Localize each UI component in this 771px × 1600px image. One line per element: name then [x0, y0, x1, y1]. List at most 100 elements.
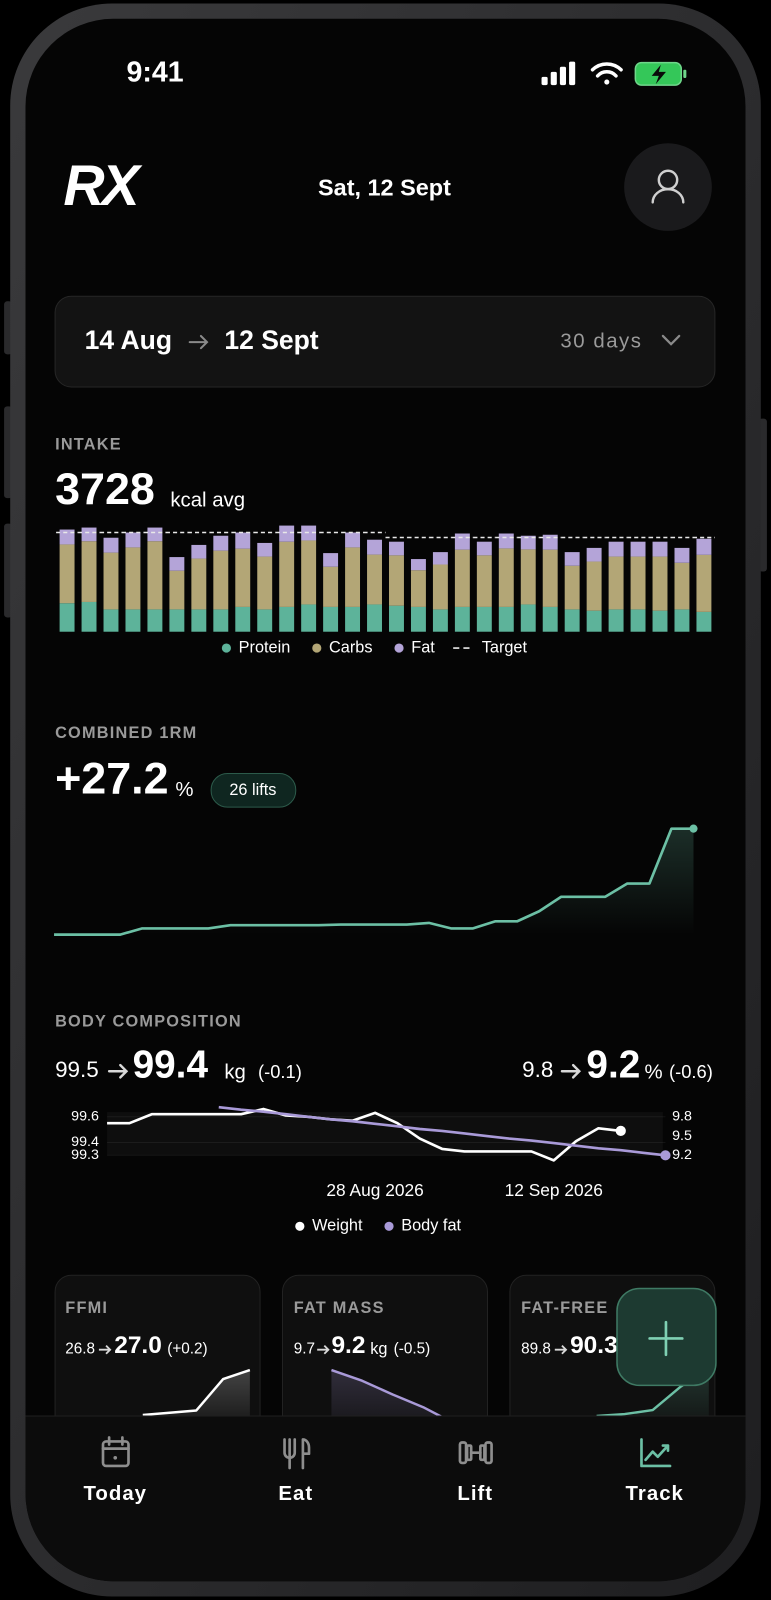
- bar-segment: [323, 566, 339, 607]
- bar-segment: [59, 544, 75, 604]
- bar-segment: [586, 561, 602, 611]
- header-date: Sat, 12 Sept: [318, 174, 451, 200]
- card-to: 9.2: [331, 1332, 365, 1359]
- legend-marker: [384, 1221, 394, 1231]
- bar-segment: [696, 554, 712, 612]
- arrow-icon: [107, 1063, 129, 1079]
- bar-segment: [81, 601, 97, 632]
- bar-segment: [257, 609, 273, 632]
- bar-segment: [103, 552, 119, 610]
- tab-bar: [25, 1415, 746, 1582]
- tab-label[interactable]: Today: [83, 1483, 147, 1505]
- card-change: (+0.2): [167, 1341, 207, 1358]
- card-to: 27.0: [114, 1332, 162, 1359]
- y2-tick-label: 9.5: [672, 1128, 692, 1144]
- line: [218, 1105, 666, 1157]
- bar-segment: [235, 606, 251, 632]
- bar-segment: [608, 556, 624, 610]
- bar-segment: [608, 541, 624, 557]
- bar-segment: [169, 609, 185, 632]
- legend-marker: [312, 643, 322, 653]
- bar-segment: [410, 606, 426, 632]
- bar-segment: [323, 606, 339, 632]
- legend-label: Protein: [239, 638, 291, 656]
- bar-segment: [213, 550, 229, 610]
- bar-segment: [125, 547, 141, 610]
- bar-segment: [367, 539, 382, 555]
- line-area: [331, 1370, 441, 1416]
- profile-button[interactable]: [624, 143, 712, 231]
- 1rm-value: +27.2: [55, 753, 169, 804]
- bar-segment: [520, 535, 536, 550]
- legend-label: Carbs: [329, 638, 372, 656]
- date-range-selector[interactable]: 14 Aug 12 Sept 30 days: [54, 295, 716, 388]
- bar-segment: [147, 609, 163, 632]
- badge-text: 26 lifts: [229, 781, 276, 799]
- bar-segment: [323, 553, 339, 567]
- legend-marker: [394, 643, 404, 653]
- bar-segment: [630, 541, 646, 557]
- arrow-icon: [554, 1344, 568, 1355]
- eat-icon: [283, 1438, 311, 1470]
- card-title: FFMI: [65, 1299, 108, 1317]
- bar-segment: [59, 529, 75, 545]
- bar-segment: [498, 533, 514, 549]
- side-button: [4, 406, 13, 499]
- legend-marker: [221, 643, 231, 653]
- metric-cards: FFMI 26.8 27.0 (+0.2) FAT MASS 9.7 9.2 k…: [54, 1274, 716, 1459]
- card-title: FAT-FREE: [521, 1299, 608, 1317]
- y2-tick-label: 9.2: [672, 1147, 692, 1163]
- body-composition-chart: 99.6 99.499.3 9.8 9.5 9.2 28 Aug 2026 12 Sep 2…: [71, 1105, 692, 1235]
- bar-segment: [564, 609, 580, 632]
- bar-segment: [432, 552, 448, 565]
- bar-segment: [345, 547, 361, 607]
- arrow-icon: [188, 334, 209, 350]
- bar-segment: [410, 570, 426, 607]
- add-button[interactable]: [616, 1287, 717, 1387]
- bar-segment: [301, 540, 317, 605]
- bar-segment: [345, 532, 361, 548]
- bar-segment: [696, 611, 712, 632]
- bar-segment: [454, 606, 470, 632]
- range-end: 12 Sept: [224, 325, 318, 355]
- bar-segment: [564, 565, 580, 610]
- bar-segment: [389, 605, 404, 632]
- card-from: 26.8: [65, 1341, 95, 1358]
- status-time: 9:41: [126, 56, 183, 88]
- bar-segment: [235, 532, 251, 549]
- card-change: (-0.5): [394, 1341, 431, 1358]
- card-title: FAT MASS: [294, 1299, 385, 1317]
- app-logo[interactable]: RX: [63, 154, 145, 218]
- arrow-icon: [98, 1344, 112, 1355]
- bar-segment: [169, 570, 185, 610]
- arrow-icon: [560, 1063, 582, 1079]
- signal-icon: [541, 61, 576, 86]
- bar-segment: [81, 541, 97, 602]
- bar-segment: [257, 542, 273, 557]
- section-label: BODY COMPOSITION: [55, 1013, 242, 1031]
- bar-segment: [213, 609, 229, 632]
- weight-unit: kg: [224, 1062, 246, 1084]
- bar-segment: [410, 559, 426, 571]
- line-area: [54, 828, 694, 935]
- weight-from: 99.5: [55, 1057, 99, 1082]
- fat-change: (-0.6): [669, 1061, 713, 1082]
- range-start: 14 Aug: [85, 325, 172, 355]
- fat-unit: %: [645, 1062, 663, 1084]
- bar-segment: [630, 556, 646, 610]
- metric-card[interactable]: [54, 1274, 261, 1459]
- track-icon: [640, 1438, 672, 1468]
- bar-segment: [586, 610, 602, 632]
- tab-label[interactable]: Eat: [278, 1483, 313, 1505]
- fat-to: 9.2: [586, 1043, 640, 1086]
- bar-segment: [147, 541, 163, 610]
- intake-chart: Protein Carbs Fat Target: [56, 525, 715, 656]
- tab-label[interactable]: Lift: [457, 1483, 493, 1505]
- lift-icon: [458, 1441, 493, 1465]
- tab-label[interactable]: Track: [626, 1483, 684, 1505]
- bar-segment: [608, 609, 624, 632]
- bar-segment: [652, 610, 668, 632]
- bar-segment: [630, 609, 646, 632]
- card-to: 90.3: [570, 1332, 618, 1359]
